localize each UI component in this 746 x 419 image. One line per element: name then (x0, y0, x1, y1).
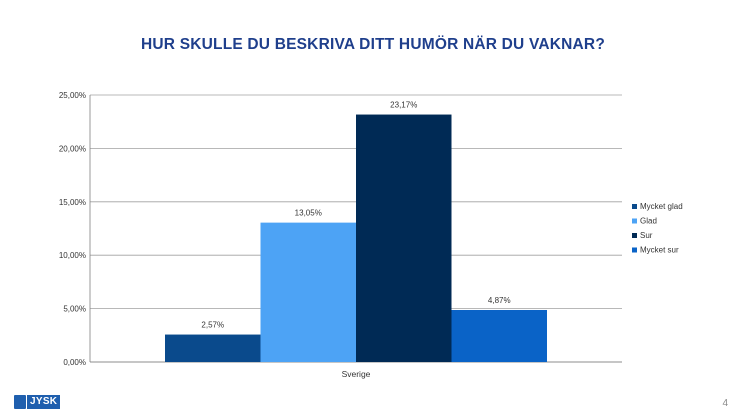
x-axis-ticks: Sverige (342, 369, 371, 379)
y-tick-label: 5,00% (63, 305, 86, 314)
page-number: 4 (722, 398, 728, 409)
y-tick-label: 0,00% (63, 358, 86, 367)
y-tick-label: 10,00% (59, 251, 86, 260)
legend-swatch (632, 247, 637, 253)
legend-label: Mycket glad (640, 202, 683, 211)
data-label: 13,05% (295, 209, 322, 218)
data-label: 2,57% (201, 321, 224, 330)
y-tick-label: 25,00% (59, 91, 86, 100)
bars (165, 114, 547, 362)
jysk-logo: JYSK (14, 395, 61, 409)
data-labels: 2,57% 13,05% 23,17% 4,87% (201, 101, 510, 330)
data-label: 4,87% (488, 296, 511, 305)
y-tick-label: 15,00% (59, 198, 86, 207)
legend-swatch (632, 218, 637, 224)
bar-glad (260, 222, 356, 362)
legend: Mycket glad Glad Sur Mycket sur (632, 202, 683, 255)
legend-label: Mycket sur (640, 246, 679, 255)
y-tick-label: 20,00% (59, 144, 86, 153)
bar-mycket-sur (451, 309, 547, 362)
logo-mark-icon (14, 395, 26, 409)
bar-sur (356, 114, 452, 362)
legend-swatch (632, 233, 637, 238)
legend-swatch (632, 204, 637, 209)
bar-mycket-glad (165, 334, 261, 362)
x-tick-label: Sverige (342, 369, 371, 379)
legend-label: Sur (640, 231, 653, 240)
y-axis-ticks: 0,00% 5,00% 10,00% 15,00% 20,00% 25,00% (59, 91, 86, 367)
legend-label: Glad (640, 217, 657, 226)
data-label: 23,17% (390, 101, 417, 110)
slide-title: HUR SKULLE DU BESKRIVA DITT HUMÖR NÄR DU… (141, 36, 605, 53)
logo-text: JYSK (27, 395, 61, 409)
